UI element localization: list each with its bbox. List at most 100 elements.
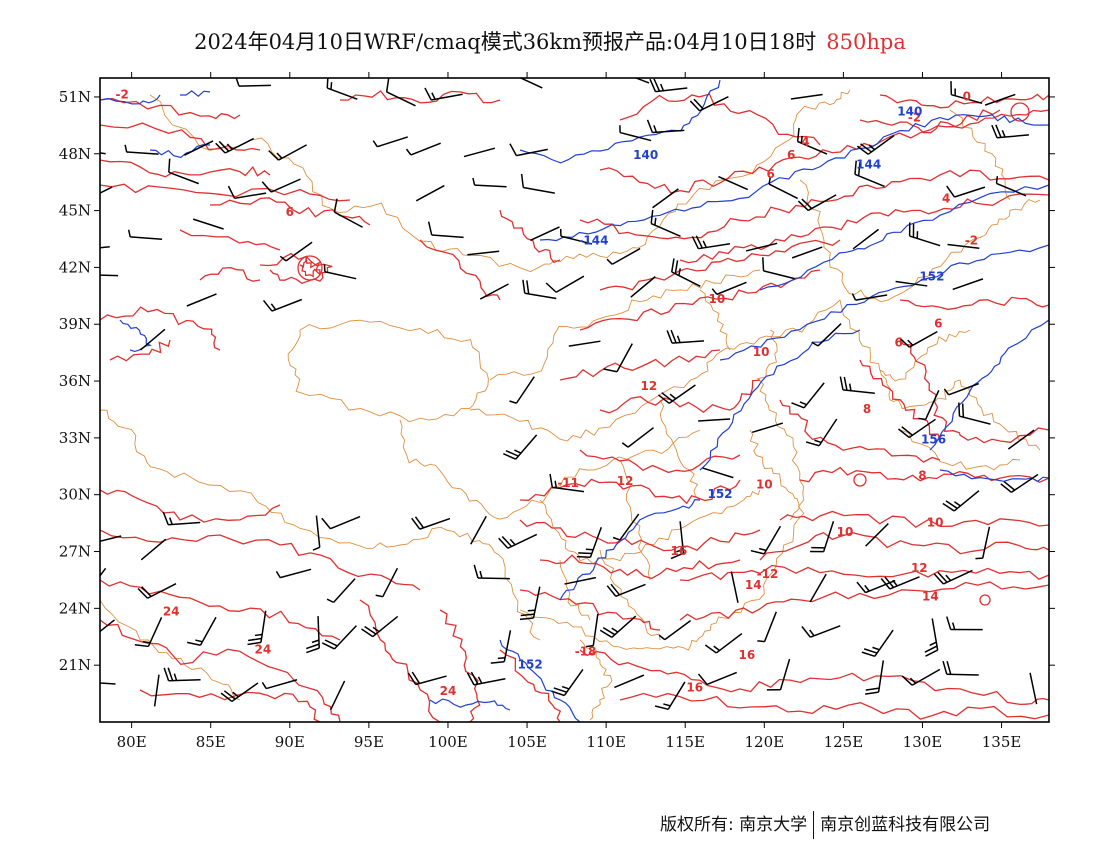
height-contour [429,698,511,711]
temperature-label: 6 [286,205,294,219]
border-line [699,289,731,351]
wind-barb [933,569,973,585]
wind-barb [235,78,271,87]
wind-barb [658,384,696,404]
chart-title: 2024年04月10日WRF/cmaq模式36km预报产品:04月10日18时 8… [0,26,1100,56]
wind-barb [312,515,321,551]
wind-barb [766,658,791,691]
wind-barb [463,147,496,158]
temperature-contour [619,692,1049,720]
temperature-label: 6 [895,336,903,350]
temperature-contour [100,529,421,591]
temperature-label: -11 [557,476,579,490]
temperature-contour [519,589,661,631]
border-line [287,319,489,423]
temperature-label: 24 [440,684,457,698]
wind-barb [599,615,637,638]
wind-barb [415,184,445,202]
lat-tick-label: 30N [59,486,91,504]
lat-tick-label: 27N [59,543,91,561]
wind-barb [375,567,399,598]
wind-barb [509,376,535,404]
plot-frame-bg [100,78,1049,722]
wind-barb [1007,429,1035,450]
temperature-contour [297,255,323,281]
wind-barb [162,511,201,526]
wind-barb [757,611,777,643]
temperature-contour [979,594,991,606]
wind-barb [649,78,688,93]
wind-barb [711,281,747,296]
wind-barb [321,625,357,650]
height-label: 144 [856,158,881,172]
border-line [579,639,613,721]
wind-barbs [100,78,1039,711]
temperature-label: 0 [963,89,971,103]
temperature-label: 12 [640,379,657,393]
wind-barb [805,418,838,447]
lat-tick-label: 24N [59,599,91,617]
border-line [559,559,591,621]
temperature-label: 24 [163,605,180,619]
lon-tick-label: 130E [903,733,943,751]
temperature-contour [579,269,821,331]
lon-tick-label: 85E [196,733,226,751]
wind-barb [323,264,357,280]
temperature-label: 16 [739,648,756,662]
border-lines [100,89,1041,721]
wind-barb [751,422,784,434]
wind-barb [153,674,160,707]
lat-tick-label: 21N [59,656,91,674]
lat-tick-label: 36N [59,372,91,390]
wind-barb [851,293,888,301]
temperature-contour [579,649,1049,706]
temperature-contour [899,296,1049,311]
border-line [899,429,1021,471]
temperature-contour [100,579,341,641]
wind-barb [330,680,346,711]
wind-barb [372,136,408,148]
temperature-contour [853,473,867,487]
temperature-label: 6 [766,167,774,181]
border-line [659,399,701,501]
wind-barb [898,418,936,439]
lon-tick-label: 125E [824,733,864,751]
temperature-contour [619,93,821,146]
wind-barb [1000,473,1039,493]
wind-barb [268,144,307,161]
wind-barb [898,330,938,348]
border-line [839,299,971,382]
wind-barb [261,679,298,690]
wind-barb [861,629,894,658]
wind-barb [704,633,743,654]
border-line [959,379,1041,451]
wind-barb [124,144,159,155]
temperature-contour [679,581,1049,621]
wind-barb [576,526,603,559]
height-contour [499,639,581,722]
wind-barb [100,186,113,194]
wind-barb [134,616,163,648]
border-line [489,269,761,381]
temperature-label: 6 [787,148,795,162]
wind-barb [650,209,681,237]
lon-tick-label: 80E [117,733,147,751]
border-line [519,329,805,651]
wind-barb [670,521,685,560]
wind-barb [614,674,645,689]
wind-barb [100,245,110,249]
temperature-label: 14 [745,578,762,592]
temperature-contour [599,239,841,291]
wind-barb [658,620,692,641]
height-contour [929,319,1049,451]
height-label: 152 [707,487,732,501]
height-label: 152 [919,269,944,283]
wind-barb [924,618,939,657]
wind-barb [991,124,1029,139]
wind-barb [670,258,701,287]
height-contours [100,79,1049,722]
wind-barb [908,222,941,247]
wind-barb [100,682,116,685]
wind-barb [895,280,928,287]
temperature-contour [109,339,171,362]
